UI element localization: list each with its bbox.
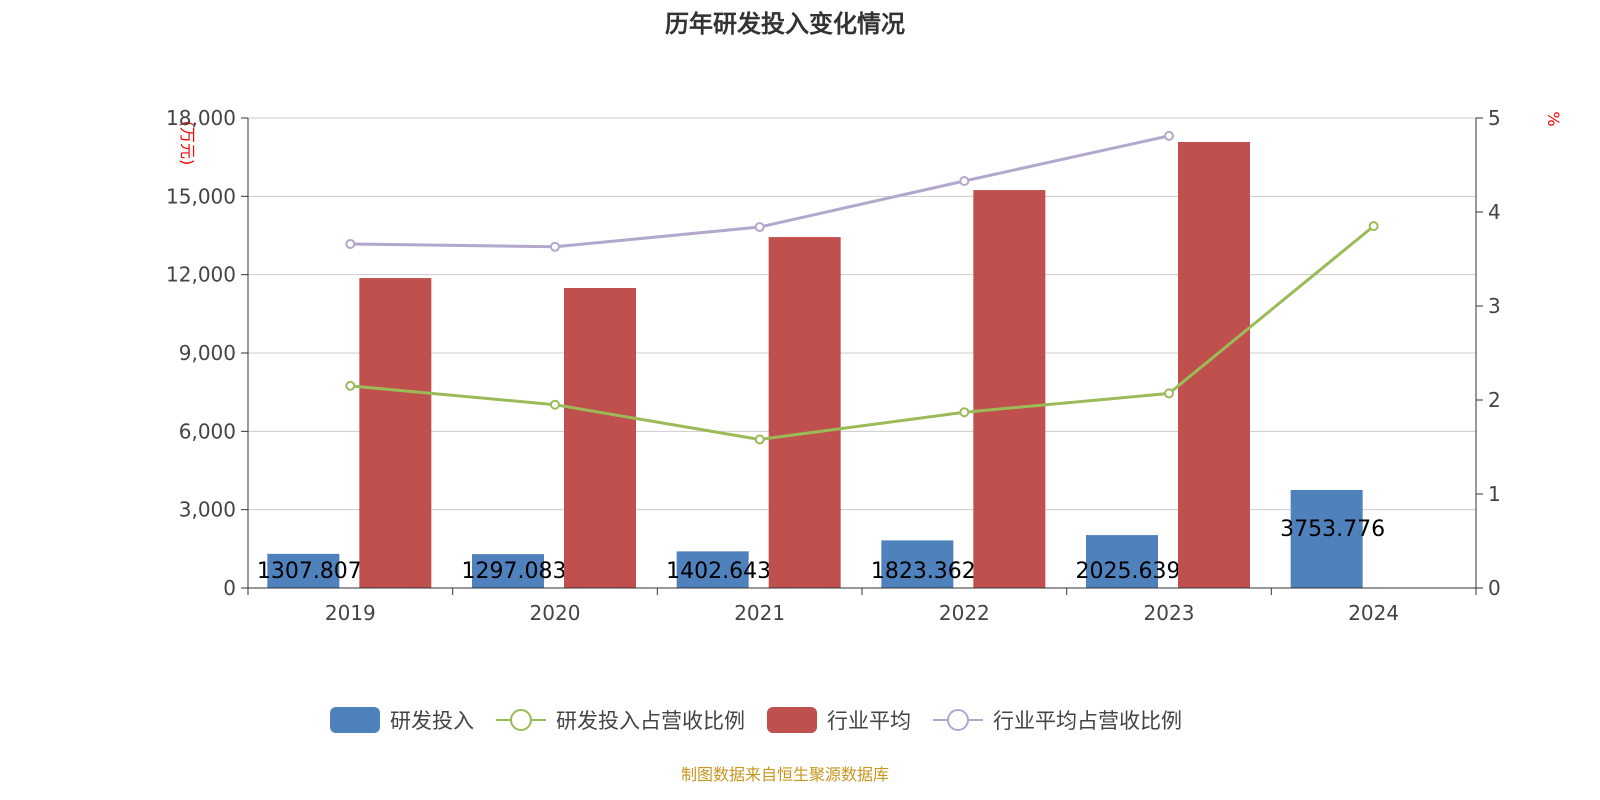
line-point — [345, 238, 356, 249]
line-point — [550, 241, 560, 252]
line-point — [1164, 130, 1174, 141]
x-tick-label: 2022 — [939, 601, 990, 625]
legend-swatch-marker — [947, 709, 969, 731]
left-tick-label: 0 — [223, 576, 236, 600]
legend-label: 行业平均占营收比例 — [993, 709, 1182, 733]
legend-swatch-marker — [510, 709, 532, 731]
line-point — [1368, 221, 1379, 232]
x-tick-label: 2021 — [734, 601, 785, 625]
bar-data-label: 2025.639 — [1076, 559, 1181, 584]
left-axis-label: (万元) — [178, 121, 197, 166]
left-tick-label: 18,000 — [166, 106, 236, 130]
bar-data-label: 1307.807 — [257, 559, 362, 584]
x-tick-label: 2024 — [1348, 601, 1399, 625]
chart-title: 历年研发投入变化情况 — [665, 10, 905, 38]
bar-rd — [267, 553, 340, 588]
bar-data-label: 1823.362 — [871, 559, 976, 584]
bar-rd — [472, 554, 544, 588]
right-tick-label: 1 — [1488, 482, 1501, 506]
bar-data-label: 3753.776 — [1280, 517, 1385, 542]
right-axis-label: % — [1544, 111, 1563, 126]
line-point — [754, 222, 765, 233]
bar-rd — [881, 540, 954, 588]
footer-source: 制图数据来自恒生聚源数据库 — [681, 765, 889, 784]
right-tick-label: 5 — [1488, 106, 1501, 130]
legend-swatch-bar — [767, 707, 817, 733]
legend-label: 研发投入 — [390, 709, 474, 733]
right-tick-label: 2 — [1488, 388, 1501, 412]
left-tick-label: 12,000 — [166, 263, 236, 287]
bar-industry — [1178, 142, 1250, 588]
bar-industry — [973, 190, 1046, 589]
line-point — [550, 399, 560, 410]
left-tick-label: 9,000 — [179, 341, 236, 365]
right-tick-label: 0 — [1488, 576, 1501, 600]
left-tick-label: 15,000 — [166, 184, 236, 208]
line-point — [754, 434, 765, 445]
bar-data-label: 1297.083 — [462, 559, 567, 584]
bar-rd — [676, 551, 749, 588]
bar-industry — [564, 287, 636, 588]
left-tick-label: 6,000 — [179, 419, 236, 443]
right-tick-label: 3 — [1488, 294, 1501, 318]
bar-rd — [1290, 489, 1363, 588]
x-tick-label: 2020 — [530, 601, 581, 625]
x-tick-label: 2019 — [325, 601, 376, 625]
legend-label: 研发投入占营收比例 — [556, 709, 745, 733]
bar-industry — [768, 237, 841, 589]
line-point — [1164, 388, 1174, 399]
x-tick-label: 2023 — [1144, 601, 1195, 625]
legend-swatch-bar — [330, 707, 380, 733]
line-point — [345, 380, 356, 391]
right-tick-label: 4 — [1488, 200, 1501, 224]
line-point — [959, 175, 970, 186]
line-point — [959, 407, 970, 418]
line-series — [350, 224, 1375, 441]
left-tick-label: 3,000 — [179, 498, 236, 522]
bar-data-label: 1402.643 — [666, 559, 771, 584]
bar-rd — [1086, 535, 1158, 588]
legend-label: 行业平均 — [827, 709, 911, 733]
bar-industry — [359, 278, 432, 588]
